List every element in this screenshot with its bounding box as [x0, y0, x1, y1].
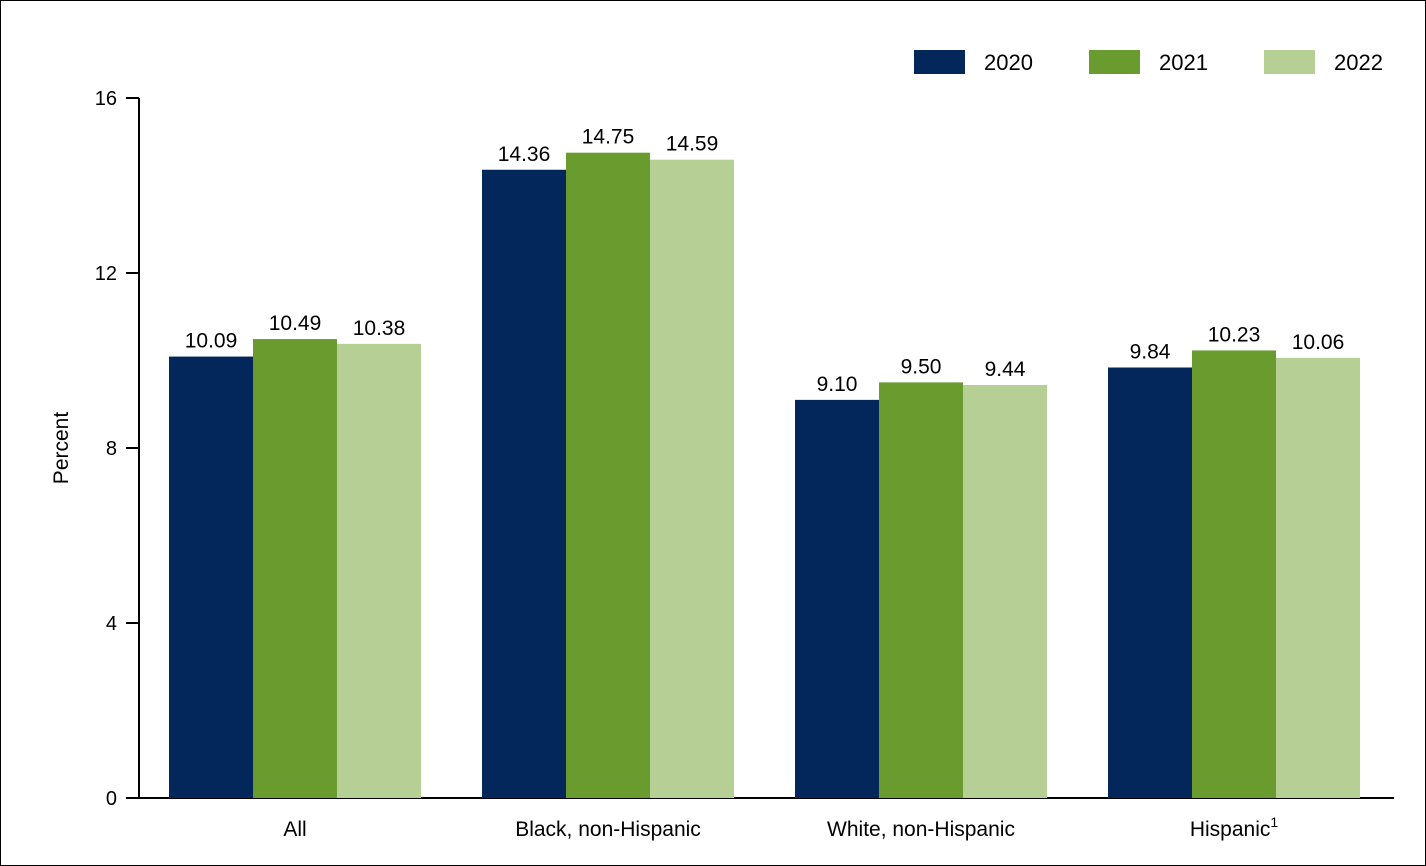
bar: [795, 399, 879, 798]
bar: [169, 356, 253, 798]
data-label: 9.44: [985, 358, 1026, 381]
bar: [1108, 367, 1192, 798]
legend-swatch: [914, 50, 965, 74]
data-label: 9.50: [901, 355, 942, 378]
y-axis-title: Percent: [50, 412, 73, 485]
bar: [650, 159, 734, 798]
legend-label: 2021: [1159, 50, 1208, 75]
data-label: 10.09: [185, 330, 238, 353]
y-tick-label: 4: [106, 613, 117, 635]
data-label: 14.36: [498, 143, 551, 166]
legend: 2020 2021 2022: [914, 50, 1383, 75]
bar: [253, 339, 337, 798]
bar: [566, 152, 650, 798]
data-label: 9.10: [817, 373, 858, 396]
data-label: 10.38: [353, 317, 406, 340]
y-tick-label: 12: [95, 263, 117, 285]
legend-swatch: [1264, 50, 1315, 74]
bar: [879, 382, 963, 798]
data-label: 10.49: [269, 312, 322, 335]
legend-label: 2022: [1334, 50, 1383, 75]
data-label: 14.59: [666, 133, 719, 156]
y-tick-label: 8: [106, 438, 117, 460]
x-category-label: White, non-Hispanic: [827, 818, 1015, 841]
bar: [1276, 357, 1360, 798]
y-tick-label: 16: [95, 88, 117, 110]
y-tick-label: 0: [106, 788, 117, 810]
legend-swatch: [1089, 50, 1140, 74]
bar: [337, 343, 421, 798]
bars: [169, 152, 1360, 798]
data-label: 14.75: [582, 126, 635, 149]
bar: [482, 169, 566, 798]
x-category-label: Black, non-Hispanic: [515, 818, 701, 841]
x-category-label: Hispanic1: [1190, 814, 1279, 841]
legend-label: 2020: [984, 50, 1033, 75]
data-label: 9.84: [1130, 341, 1171, 364]
bar: [963, 385, 1047, 798]
bar: [1192, 350, 1276, 798]
data-label: 10.23: [1208, 323, 1261, 346]
data-labels: 10.09 10.49 10.38 14.36 14.75 14.59 9.10 9.50 9.…: [185, 126, 1345, 396]
x-category-label: All: [283, 818, 306, 841]
data-label: 10.06: [1292, 331, 1345, 354]
